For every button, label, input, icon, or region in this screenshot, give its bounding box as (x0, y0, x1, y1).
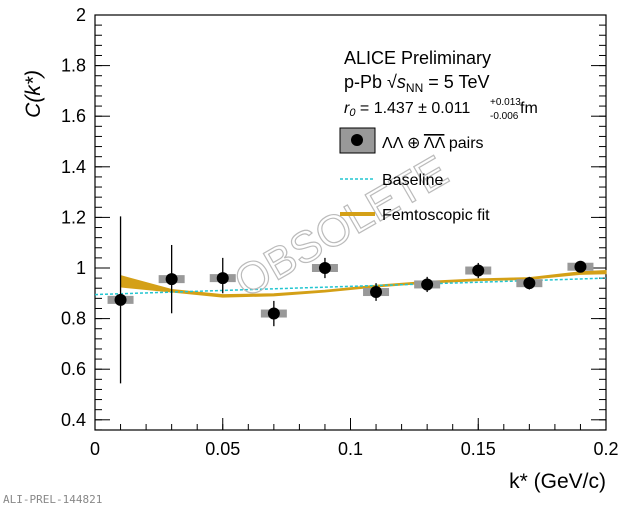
r0-sys-up: +0.013 (490, 97, 521, 108)
y-tick-label: 2 (76, 5, 86, 25)
legend-fit-label: Femtoscopic fit (382, 207, 490, 224)
x-axis-label: k* (GeV/c) (509, 470, 606, 493)
legend-title: ALICE Preliminary (344, 48, 491, 68)
legend: ALICE Preliminary p-Pb √sNN = 5 TeV r0 =… (339, 48, 538, 224)
y-tick-label: 0.6 (61, 359, 86, 379)
x-tick-label: 0 (90, 439, 100, 459)
y-tick-label: 0.8 (61, 309, 86, 329)
x-tick-label: 0.15 (461, 439, 496, 459)
legend-r0: r0 = 1.437 ± 0.011 (344, 100, 470, 119)
data-point (574, 260, 587, 273)
r0-sys-down: -0.006 (490, 111, 519, 122)
fit-band (120, 270, 607, 298)
data-point (267, 307, 280, 320)
data-point (472, 264, 485, 277)
footer-id: ALI-PREL-144821 (3, 493, 102, 506)
data-points (107, 216, 594, 384)
legend-baseline-label: Baseline (382, 172, 443, 189)
y-tick-label: 1.4 (61, 157, 86, 177)
y-tick-label: 1 (76, 258, 86, 278)
y-tick-label: 1.8 (61, 56, 86, 76)
legend-data-label: ΛΛ ⊕ ΛΛ pairs (382, 135, 484, 152)
x-tick-label: 0.05 (205, 439, 240, 459)
legend-data-marker (351, 134, 363, 146)
data-point (165, 273, 178, 286)
data-point (421, 278, 434, 291)
x-tick-label: 0.2 (593, 439, 618, 459)
data-point (318, 262, 331, 274)
legend-system: p-Pb √sNN = 5 TeV (344, 72, 489, 95)
y-tick-label: 1.2 (61, 207, 86, 227)
y-tick-label: 1.6 (61, 106, 86, 126)
data-point (523, 277, 536, 290)
y-tick-label: 0.4 (61, 410, 86, 430)
fit-band-area (120, 270, 607, 298)
data-point (216, 272, 229, 285)
data-point (114, 293, 127, 306)
axis-ticks: 0 0.05 0.1 0.15 0.2 0.4 0.6 0.8 1 1.2 1.4 1.6 1.8 2 (61, 5, 619, 459)
y-axis-label: C(k*) (22, 70, 45, 118)
r0-unit: fm (520, 100, 538, 117)
x-tick-label: 0.1 (338, 439, 363, 459)
data-point (370, 286, 383, 299)
